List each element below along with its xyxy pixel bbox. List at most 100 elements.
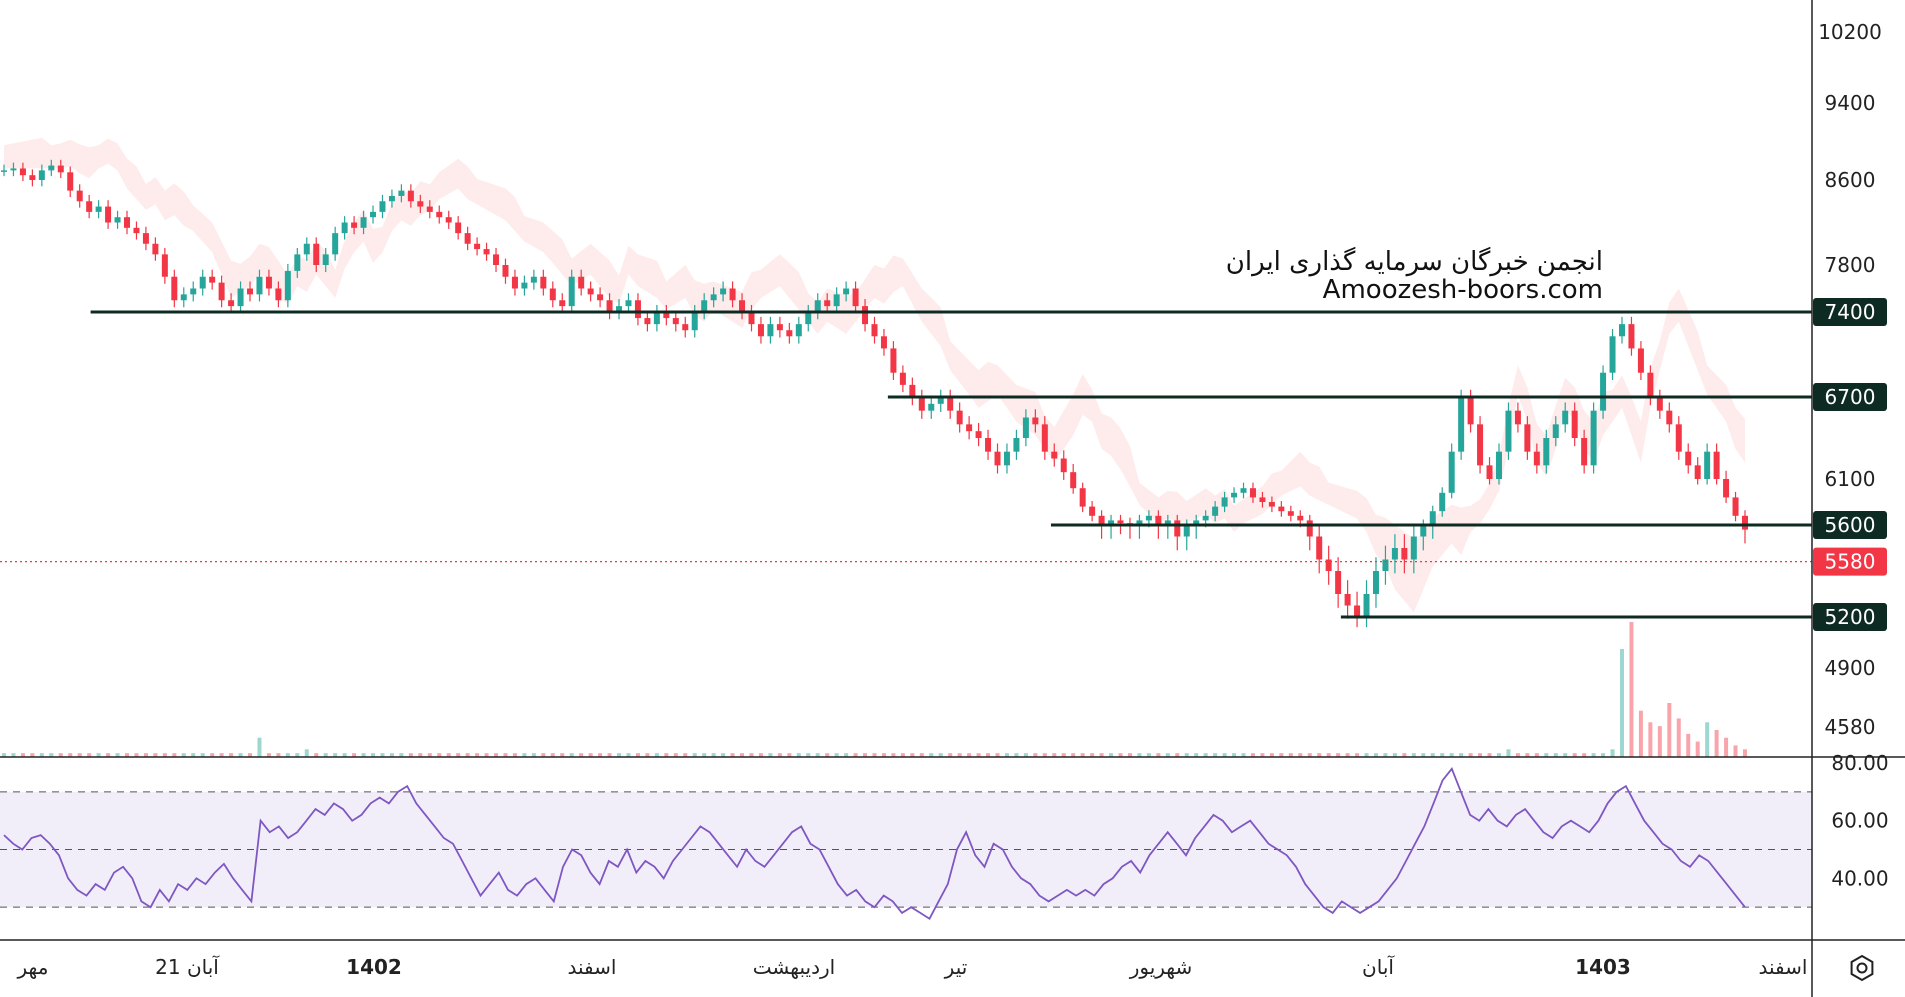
last-price-label: 5580 [1825,550,1876,574]
settings-button[interactable] [1850,954,1874,982]
level-badge-bg [1813,511,1887,539]
volume-bar [1090,753,1095,757]
candle-body [1060,458,1067,473]
volume-bar [1317,753,1322,757]
candle [322,248,329,273]
watermark: انجمن خبرگان سرمایه گذاری ایران Amoozesh… [1226,246,1603,305]
candle [748,304,755,332]
candle [303,237,310,261]
candle-body [294,254,301,271]
volume-bar [1582,753,1587,757]
candle-body [1666,410,1673,425]
candle [1070,463,1077,494]
candle-body [880,336,887,349]
candle [464,226,471,251]
candle-body [824,300,831,307]
candle-body [1448,451,1455,493]
candle [511,269,518,296]
candle-body [890,348,897,373]
candle-body [710,294,717,301]
candle [313,237,320,273]
volume-bar [919,753,924,757]
volume-bar [361,753,366,757]
volume-bar [210,753,215,757]
candle [521,275,528,296]
volume-bar [1676,718,1681,757]
candles [1,159,1748,628]
date-tick-label: شهریور [1129,955,1193,979]
candle [1685,443,1692,474]
candle [1675,416,1682,460]
volume-bar [1553,753,1558,757]
candle [265,269,272,296]
volume-bar [531,753,536,757]
date-tick-label: 21 آبان [155,954,220,979]
watermark-line2: Amoozesh-boors.com [1323,275,1603,305]
volume-bar [134,753,139,757]
level-badge-bg [1813,298,1887,326]
volume-bar [371,753,376,757]
candle [653,304,660,332]
candle-body [1514,410,1521,425]
volume-bar [1468,753,1473,757]
candle [1193,514,1200,539]
candle [1278,501,1285,517]
date-tick-label: اردیبهشت [753,955,835,979]
candle [1221,491,1228,513]
candle-body [511,276,518,289]
volume-bar [1383,753,1388,757]
candle [237,281,244,314]
candle-body [474,243,481,250]
candle-body [795,324,802,337]
volume-bar [1061,753,1066,757]
level-badge: 7400 [1813,298,1887,326]
volume-bar [39,753,44,757]
volume-bar [692,753,697,757]
volume-bar [1052,753,1057,757]
candle-body [199,276,206,289]
volume-bar [569,753,574,757]
candle [1581,429,1588,474]
volume-bar [181,753,186,757]
candle [1051,443,1058,467]
candle-body [256,276,263,295]
candle [966,416,973,440]
watermark-line1: انجمن خبرگان سرمایه گذاری ایران [1226,246,1603,277]
candle-body [1410,536,1417,560]
candle [247,281,254,302]
candle-body [776,324,783,331]
volume-bar [957,753,962,757]
candle-body [1155,515,1162,525]
candle-body [1600,372,1607,411]
volume-bar [1014,753,1019,757]
volume-bar [77,753,82,757]
candle [417,194,424,213]
candle-body [436,211,443,218]
volume-bar [1355,753,1360,757]
candle-body [1694,465,1701,479]
candle-body [1221,497,1228,507]
candle [1429,505,1436,539]
candle-body [1401,548,1408,560]
candle-body [1372,571,1379,594]
candle-body [568,276,575,307]
price-tick-label: 7800 [1825,253,1876,277]
candle [86,194,93,219]
candle-body [1174,520,1181,537]
candle [862,299,869,332]
candle-body [142,233,149,244]
candle [672,310,679,332]
candle-body [1022,417,1029,438]
volume-bar [323,753,328,757]
candle-body [625,300,632,307]
candle [814,293,821,320]
volume-bar [1411,753,1416,757]
candle-body [1202,515,1209,521]
volume-bar [1288,753,1293,757]
volume-bar [787,753,792,757]
candle [1571,402,1578,447]
candle [218,275,225,308]
candle [1713,443,1720,485]
